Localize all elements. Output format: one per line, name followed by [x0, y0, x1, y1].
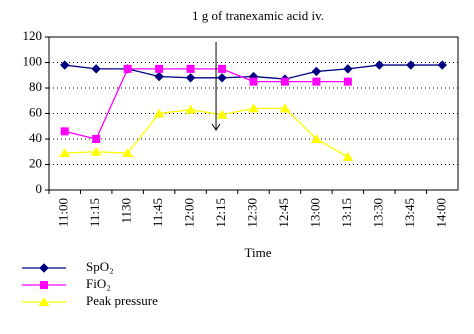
annotation: 1 g of tranexamic acid iv. [192, 8, 324, 23]
point [59, 148, 71, 158]
legend-label: Peak pressure [86, 293, 158, 308]
point [155, 64, 164, 73]
y-tick-label: 0 [36, 181, 43, 196]
point [279, 103, 291, 113]
point [217, 73, 227, 83]
x-tick-label: 12:15 [213, 198, 228, 228]
x-tick-label: 13:45 [402, 198, 417, 228]
plot-frame [48, 36, 459, 191]
point [249, 77, 258, 86]
point [91, 64, 101, 74]
point [153, 108, 165, 118]
x-tick-label: 11:00 [56, 198, 71, 227]
point [248, 103, 259, 113]
y-tick-label: 120 [23, 28, 43, 43]
point [343, 64, 353, 74]
point [437, 60, 447, 70]
series-line [64, 107, 349, 158]
point [216, 109, 228, 119]
point [280, 77, 289, 86]
point [39, 263, 49, 273]
point [154, 71, 164, 82]
x-tick-label: 11:45 [150, 198, 165, 227]
x-tick-label: 14:00 [433, 198, 448, 228]
series-line [64, 68, 348, 140]
point [38, 297, 50, 306]
x-axis-title: Time [245, 245, 272, 260]
y-tick-label: 100 [23, 53, 43, 68]
point [311, 134, 322, 143]
y-tick-label: 20 [29, 155, 42, 170]
point [40, 281, 48, 289]
legend-label: SpO₂ [86, 259, 114, 274]
point [343, 77, 352, 86]
point [185, 73, 196, 83]
point [186, 64, 195, 73]
point [312, 77, 321, 86]
annotation-arrowhead [211, 123, 221, 131]
y-tick-label: 80 [29, 79, 42, 94]
point [90, 146, 102, 156]
point [122, 148, 134, 158]
point [92, 135, 101, 143]
y-tick-label: 40 [29, 130, 42, 145]
point [406, 60, 416, 70]
point [60, 127, 69, 136]
point [185, 104, 196, 114]
x-tick-label: 1130 [119, 198, 134, 224]
point [342, 151, 354, 161]
point [60, 60, 70, 70]
x-tick-label: 12:45 [276, 198, 291, 228]
x-tick-label: 13:00 [307, 198, 322, 228]
point [218, 64, 227, 73]
y-tick-label: 60 [29, 104, 42, 119]
point [311, 66, 322, 77]
x-tick-label: 12:00 [182, 198, 197, 228]
x-tick-label: 12:30 [244, 198, 259, 228]
x-tick-label: 13:15 [339, 198, 354, 228]
point [123, 64, 132, 73]
x-tick-label: 11:15 [87, 198, 102, 227]
x-tick-label: 13:30 [370, 198, 385, 228]
point [374, 60, 385, 70]
legend-label: FiO₂ [86, 276, 111, 291]
